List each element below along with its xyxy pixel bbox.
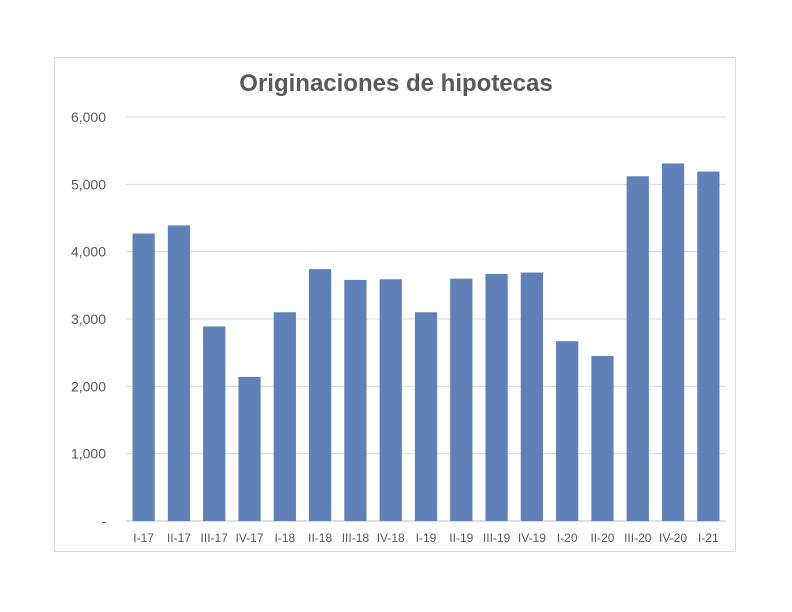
y-tick-label: 6,000: [71, 109, 106, 125]
x-tick-label: II-20: [590, 531, 614, 545]
x-tick-label: IV-20: [659, 531, 687, 545]
bar-III-20: [626, 176, 649, 521]
y-tick-label: 3,000: [71, 311, 106, 327]
bar-I-18: [273, 312, 296, 521]
x-tick-label: I-17: [133, 531, 154, 545]
x-tick-label: IV-17: [236, 531, 264, 545]
bar-II-19: [450, 278, 473, 521]
bar-IV-19: [520, 272, 543, 521]
x-tick-label: IV-18: [377, 531, 405, 545]
bar-II-20: [591, 356, 614, 521]
x-tick-label: I-21: [698, 531, 719, 545]
bar-I-20: [556, 341, 579, 521]
x-tick-label: III-17: [201, 531, 229, 545]
bar-I-17: [132, 233, 155, 521]
x-tick-label: III-18: [342, 531, 370, 545]
x-tick-label: III-20: [624, 531, 652, 545]
chart-title: Originaciones de hipotecas: [239, 70, 553, 97]
x-tick-label: II-19: [449, 531, 473, 545]
bar-II-18: [309, 269, 332, 521]
y-tick-label: 1,000: [71, 446, 106, 462]
y-tick-label: 2,000: [71, 378, 106, 394]
y-axis-ticks: - 1,000 2,000 3,000 4,000 5,000 6,000: [71, 109, 106, 529]
bar-II-17: [167, 225, 191, 521]
bars: [132, 163, 720, 522]
x-tick-label: II-18: [308, 531, 332, 545]
bar-IV-18: [379, 279, 402, 521]
x-tick-label: III-19: [483, 531, 511, 545]
x-tick-label: IV-19: [518, 531, 546, 545]
y-tick-label: 4,000: [71, 244, 106, 260]
bar-III-19: [485, 273, 508, 521]
bar-IV-20: [661, 163, 685, 521]
x-tick-label: I-18: [274, 531, 295, 545]
bar-III-17: [203, 326, 226, 521]
x-tick-label: II-17: [167, 531, 191, 545]
bar-IV-17: [238, 376, 261, 521]
bar-I-21: [697, 171, 720, 522]
y-tick-label: 5,000: [71, 176, 106, 192]
x-tick-label: I-19: [416, 531, 437, 545]
y-tick-label: -: [101, 513, 106, 529]
bar-III-18: [344, 279, 367, 521]
x-axis-ticks: I-17 II-17 III-17 IV-17 I-18 II-18 III-18 IV-18…: [133, 531, 719, 545]
x-tick-label: I-20: [557, 531, 578, 545]
bar-I-19: [414, 312, 438, 521]
